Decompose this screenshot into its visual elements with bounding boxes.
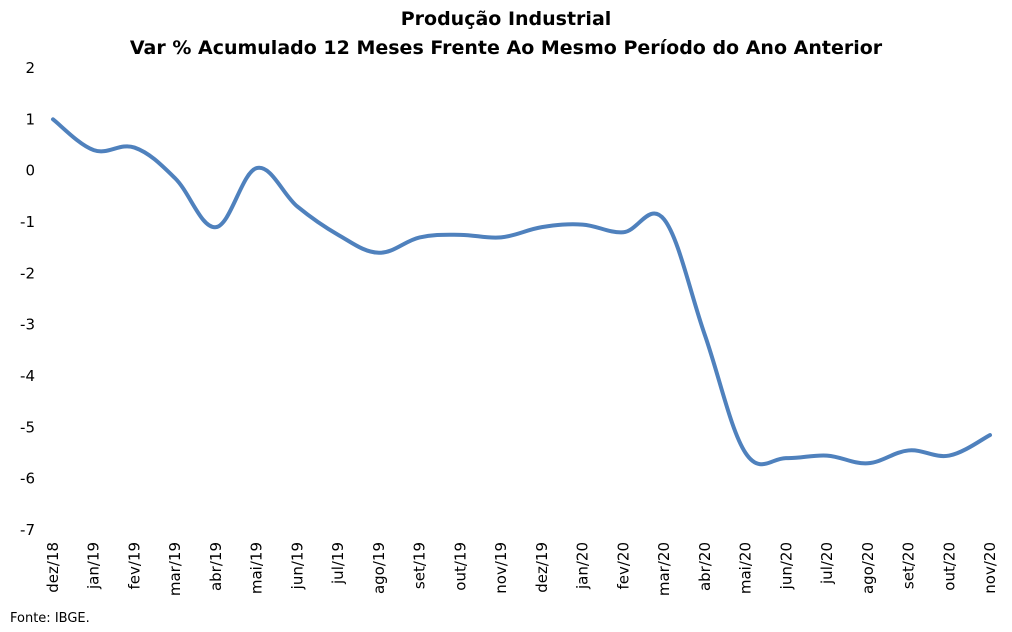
y-tick-label: 0 <box>25 162 35 180</box>
data-point <box>336 233 340 237</box>
x-tick-label: nov/20 <box>981 542 999 594</box>
y-tick-label: -3 <box>20 316 35 334</box>
data-point <box>784 456 788 460</box>
data-point <box>418 235 422 239</box>
data-point <box>173 176 177 180</box>
x-tick-label: dez/19 <box>533 542 551 593</box>
data-point <box>907 448 911 452</box>
x-axis-ticks: dez/18 jan/19 fev/19 mar/19 abr/19 mai/19 jun/… <box>44 542 999 596</box>
x-tick-label: fev/19 <box>125 542 143 590</box>
data-point <box>458 233 462 237</box>
data-point <box>703 333 707 337</box>
chart-title: Produção Industrial <box>401 8 612 30</box>
x-tick-label: nov/19 <box>492 542 510 594</box>
data-point <box>744 451 748 455</box>
x-tick-label: mar/19 <box>166 542 184 596</box>
y-tick-label: -4 <box>20 367 35 385</box>
data-point <box>255 166 259 170</box>
x-tick-label: out/20 <box>940 542 958 591</box>
x-tick-label: ago/20 <box>859 542 877 594</box>
data-point <box>377 251 381 255</box>
chart-subtitle: Var % Acumulado 12 Meses Frente Ao Mesmo… <box>130 37 883 59</box>
x-tick-label: fev/20 <box>614 542 632 590</box>
data-point <box>132 146 136 150</box>
data-point <box>540 225 544 229</box>
data-point <box>51 117 55 121</box>
source-note: Fonte: IBGE. <box>10 611 90 626</box>
data-point <box>662 217 666 221</box>
x-tick-label: ago/19 <box>370 542 388 594</box>
y-tick-label: -7 <box>20 521 35 539</box>
data-point <box>988 433 992 437</box>
y-tick-label: -5 <box>20 418 35 436</box>
y-axis-ticks: 2 1 0 -1 -2 -3 -4 -5 -6 -7 <box>20 59 35 539</box>
data-point <box>825 454 829 458</box>
x-tick-label: mai/20 <box>737 542 755 594</box>
series-line <box>51 117 992 467</box>
x-tick-label: jul/19 <box>329 542 347 585</box>
x-tick-label: set/20 <box>900 542 918 589</box>
x-tick-label: jan/19 <box>85 542 103 590</box>
x-tick-label: jan/20 <box>574 542 592 590</box>
data-point <box>499 235 503 239</box>
x-tick-label: set/19 <box>411 542 429 589</box>
data-point <box>295 205 299 209</box>
x-tick-label: mai/19 <box>248 542 266 594</box>
x-tick-label: abr/19 <box>207 542 225 591</box>
x-tick-label: jun/20 <box>777 542 795 590</box>
x-tick-label: mar/20 <box>655 542 673 596</box>
data-point <box>581 223 585 227</box>
y-tick-label: 2 <box>25 59 35 77</box>
y-tick-label: -1 <box>20 213 35 231</box>
data-point <box>947 454 951 458</box>
line-chart-svg: Produção Industrial Var % Acumulado 12 M… <box>20 8 999 596</box>
x-tick-label: out/19 <box>451 542 469 591</box>
data-point <box>92 148 96 152</box>
x-tick-label: abr/20 <box>696 542 714 591</box>
x-tick-label: jun/19 <box>288 542 306 590</box>
data-point <box>621 230 625 234</box>
data-point <box>866 461 870 465</box>
y-tick-label: -6 <box>20 470 35 488</box>
data-point <box>214 225 218 229</box>
y-tick-label: -2 <box>20 264 35 282</box>
x-tick-label: jul/20 <box>818 542 836 585</box>
y-tick-label: 1 <box>25 110 35 128</box>
x-tick-label: dez/18 <box>44 542 62 593</box>
